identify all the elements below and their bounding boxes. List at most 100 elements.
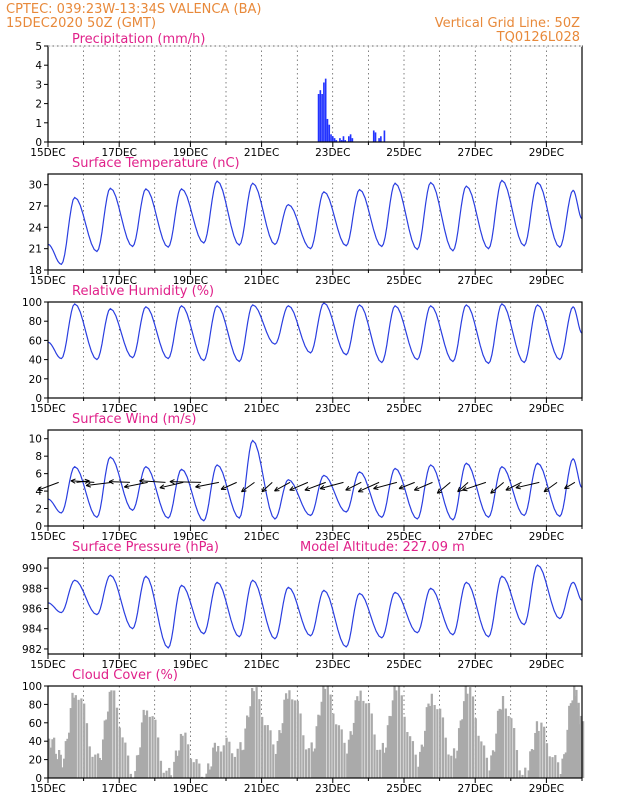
wind-vector [436, 481, 451, 494]
temp-xtick-label: 17DEC [101, 275, 136, 287]
precip-xtick-label: 23DEC [315, 147, 350, 159]
cloud-bar [532, 749, 535, 778]
cloud-bar [269, 730, 272, 778]
temp-panel: 18 21 24 27 30 15DEC 17DEC 19DEC 21DEC 23DEC 25DEC… [29, 173, 583, 287]
cloud-bar [137, 754, 140, 778]
cloud-bar [246, 715, 249, 778]
cloud-bar [378, 749, 382, 778]
rh-xtick-label: 27DEC [457, 403, 492, 415]
cloud-bar [386, 725, 390, 778]
rh-ytick-label: 40 [29, 355, 42, 367]
cloud-bar [429, 705, 432, 778]
precip-ytick-label: 1 [35, 118, 42, 130]
cloud-bar [323, 688, 327, 778]
cloud-bar [409, 736, 412, 778]
cloud-bar [48, 738, 51, 778]
cloud-bar [274, 753, 278, 778]
cloud-bar [178, 750, 181, 778]
pressure-xtick-label: 27DEC [457, 659, 492, 671]
cloud-xtick-label: 21DEC [244, 783, 279, 795]
cloud-bar [103, 720, 106, 778]
cloud-bar [113, 690, 116, 778]
precip-xtick-label: 25DEC [386, 147, 421, 159]
cloud-bar [58, 749, 61, 778]
precip-bar [349, 134, 352, 142]
wind-ytick-label: 8 [35, 451, 42, 463]
cloud-bar [168, 767, 171, 778]
pressure-ytick-label: 982 [22, 644, 42, 656]
wind-vector [373, 481, 398, 491]
cloud-bar [495, 733, 498, 778]
precip-bar [372, 130, 375, 142]
cloud-bar [395, 690, 398, 778]
cloud-bar [217, 745, 220, 778]
cloud-bar [471, 696, 475, 778]
wind-panel: 0 2 4 6 8 10 15DEC 17DEC 19DEC 21DEC 23DEC 25DEC 27D… [29, 429, 583, 543]
cloud-bar [376, 749, 379, 778]
cloud-bar [496, 710, 500, 778]
wind-vector [413, 481, 433, 491]
cloud-xtick-label: 27DEC [457, 783, 492, 795]
cloud-bar [56, 759, 59, 778]
precip-bar [326, 118, 329, 142]
cloud-bar [501, 696, 505, 778]
precip-bar [324, 78, 327, 142]
cloud-bar [286, 698, 289, 778]
cloud-bar [343, 742, 346, 778]
cloud-bar [422, 746, 425, 778]
cloud-bar [129, 773, 133, 778]
header-date: 15DEC2020 50Z (GMT) [6, 16, 156, 31]
cloud-bar [302, 735, 305, 778]
cloud-bar [457, 728, 461, 778]
cloud-bar [411, 741, 415, 778]
cloud-bar [466, 693, 469, 778]
cloud-xtick-label: 15DEC [30, 783, 65, 795]
cloud-bar [518, 770, 521, 778]
cloud-bar [566, 729, 569, 778]
cloud-bar [383, 752, 386, 778]
rh-ytick-label: 100 [22, 297, 42, 309]
cloud-bar [307, 748, 311, 778]
cloud-bar [365, 703, 368, 778]
cloud-bar [242, 749, 245, 778]
cloud-bar [535, 721, 539, 778]
cloud-ytick-label: 60 [29, 718, 42, 730]
cloud-bar [251, 687, 254, 778]
rh-xtick-label: 29DEC [529, 403, 564, 415]
cloud-bar [400, 695, 403, 778]
cloud-bar [312, 751, 315, 778]
cloud-bar [85, 723, 89, 778]
cloud-bar [118, 727, 121, 778]
cloud-frame [47, 685, 583, 779]
cloud-bar [184, 732, 187, 778]
cloud-bar [304, 749, 308, 778]
cloud-bar [329, 694, 332, 778]
pressure-frame [47, 557, 583, 655]
cloud-bar [283, 699, 286, 778]
precip-bar [333, 138, 336, 142]
rh-ytick-label: 20 [29, 374, 42, 386]
cloud-bar [563, 754, 566, 778]
temp-xtick-label: 27DEC [457, 275, 492, 287]
cloud-bar [491, 750, 495, 778]
cloud-ytick-label: 40 [29, 736, 42, 748]
precip-bar [331, 136, 334, 142]
cloud-bar [559, 773, 563, 778]
cloud-bar [391, 700, 395, 778]
cloud-bar [351, 734, 354, 778]
wind-vector [195, 481, 219, 489]
wind-title: Surface Wind (m/s) [72, 412, 196, 427]
cloud-bar [54, 753, 57, 778]
cloud-bar [452, 748, 456, 778]
wind-vector [398, 481, 415, 490]
cloud-bar [564, 752, 568, 778]
cloud-bar [450, 755, 453, 778]
cloud-xtick-label: 25DEC [386, 783, 421, 795]
cloud-bar [444, 737, 447, 778]
cloud-bar [357, 700, 361, 778]
cloud-bar [493, 751, 496, 778]
cloud-bar [582, 721, 585, 778]
cloud-bar [73, 697, 76, 778]
temp-ytick-label: 18 [29, 265, 42, 277]
cloud-xtick-label: 29DEC [529, 783, 564, 795]
